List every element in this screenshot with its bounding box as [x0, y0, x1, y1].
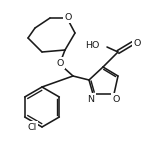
Text: HO: HO [85, 40, 99, 50]
Text: N: N [88, 95, 95, 104]
Text: O: O [64, 12, 72, 21]
Text: O: O [112, 95, 120, 104]
Text: Cl: Cl [28, 123, 37, 131]
Text: O: O [133, 38, 141, 47]
Text: O: O [56, 59, 64, 67]
